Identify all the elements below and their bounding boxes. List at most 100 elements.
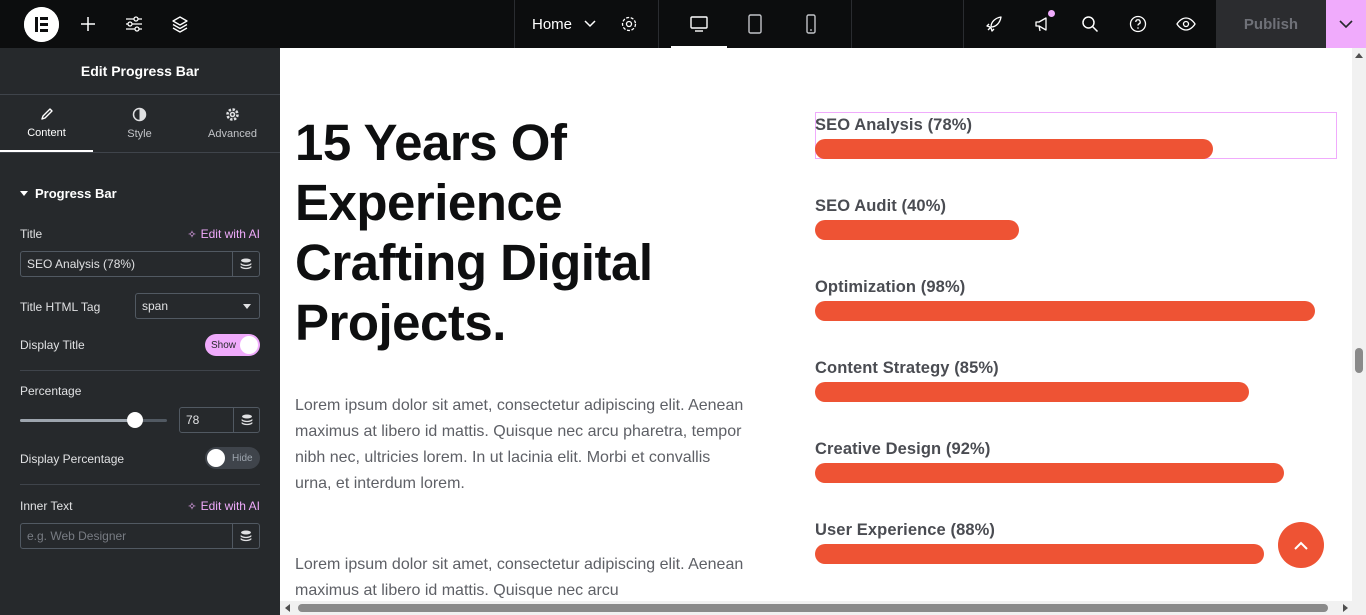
title-field (20, 251, 260, 277)
progress-bar-widget[interactable]: SEO Analysis (78%) (815, 113, 1337, 159)
percentage-slider[interactable] (20, 412, 167, 428)
database-icon (240, 530, 252, 541)
elementor-logo-icon[interactable] (24, 7, 59, 42)
tab-advanced[interactable]: Advanced (186, 95, 279, 152)
pencil-icon (40, 107, 53, 120)
page-canvas: 15 Years Of Experience Crafting Digital … (280, 48, 1352, 601)
add-icon[interactable] (76, 12, 100, 36)
title-label: Title (20, 227, 43, 241)
chevron-up-icon (1294, 541, 1308, 550)
search-icon[interactable] (1078, 12, 1102, 36)
rocket-icon[interactable] (982, 12, 1006, 36)
database-icon (240, 258, 252, 269)
chevron-down-icon (584, 20, 596, 28)
progress-bar-widget[interactable]: User Experience (88%) (815, 518, 1337, 564)
horizontal-scrollbar[interactable] (280, 601, 1366, 615)
caret-down-icon (20, 191, 28, 196)
divider (851, 0, 852, 48)
tab-style[interactable]: Style (93, 95, 186, 152)
title-edit-with-ai-link[interactable]: ✧ Edit with AI (187, 227, 260, 241)
progress-bar-widget[interactable]: SEO Audit (40%) (815, 194, 1337, 240)
settings-sliders-icon[interactable] (122, 12, 146, 36)
page-name: Home (532, 15, 573, 33)
divider (20, 484, 260, 485)
divider (963, 0, 964, 48)
divider (20, 370, 260, 371)
layers-icon[interactable] (168, 12, 192, 36)
progress-bar-track (815, 220, 1325, 240)
tab-advanced-label: Advanced (208, 128, 257, 140)
progress-bar-widget[interactable]: Creative Design (92%) (815, 437, 1337, 483)
edit-with-ai-label: Edit with AI (200, 499, 260, 513)
announcement-icon[interactable] (1030, 12, 1054, 36)
tablet-icon[interactable] (743, 12, 767, 36)
display-percentage-switch[interactable]: Hide (205, 447, 260, 469)
switch-state: Show (211, 339, 237, 351)
notification-dot (1048, 10, 1055, 17)
page-selector[interactable]: Home (532, 0, 596, 48)
gear-icon[interactable] (617, 12, 641, 36)
switch-state: Hide (232, 452, 253, 464)
progress-bar-title: Creative Design (92%) (815, 440, 991, 458)
publish-button[interactable]: Publish (1216, 0, 1326, 48)
section-progress-bar-toggle[interactable]: Progress Bar (20, 186, 117, 201)
percentage-label: Percentage (20, 384, 82, 398)
scroll-left-arrow-icon[interactable] (285, 604, 290, 612)
scroll-up-arrow-icon[interactable] (1355, 53, 1363, 58)
progress-bar-track (815, 301, 1325, 321)
desktop-icon[interactable] (687, 12, 711, 36)
progress-bar-fill (815, 220, 1019, 240)
dynamic-tags-button[interactable] (232, 524, 259, 548)
progress-bar-widget[interactable]: Optimization (98%) (815, 275, 1337, 321)
progress-bar-track (815, 544, 1325, 564)
paragraph[interactable]: Lorem ipsum dolor sit amet, consectetur … (295, 556, 744, 599)
progress-bar-track (815, 463, 1325, 483)
scrollbar-thumb[interactable] (1355, 348, 1363, 373)
progress-bar-title: Content Strategy (85%) (815, 359, 999, 377)
display-title-switch[interactable]: Show (205, 334, 260, 356)
html-tag-label: Title HTML Tag (20, 300, 101, 314)
chevron-down-icon (1339, 19, 1353, 28)
percentage-input[interactable] (180, 408, 233, 432)
percentage-number-field (179, 407, 260, 433)
ai-sparkle-icon: ✧ (187, 500, 197, 513)
progress-bar-track (815, 139, 1325, 159)
publish-options-button[interactable] (1326, 0, 1366, 48)
slider-handle[interactable] (126, 412, 143, 428)
top-bar: Home Publish (0, 0, 1366, 48)
scrollbar-thumb[interactable] (298, 604, 1328, 612)
preview-eye-icon[interactable] (1174, 12, 1198, 36)
vertical-scrollbar[interactable] (1352, 48, 1366, 601)
section-heading[interactable]: 15 Years Of Experience Crafting Digital … (295, 114, 653, 351)
inner-text-field (20, 523, 260, 549)
dynamic-tags-button[interactable] (232, 252, 259, 276)
divider (658, 0, 659, 48)
dynamic-tags-button[interactable] (233, 408, 259, 432)
panel-title: Edit Progress Bar (0, 48, 280, 95)
display-title-label: Display Title (20, 338, 85, 352)
html-tag-select[interactable]: span (135, 293, 260, 319)
progress-bar-fill (815, 301, 1315, 321)
html-tag-value: span (142, 299, 169, 313)
switch-knob (207, 449, 225, 467)
display-percentage-label: Display Percentage (20, 452, 125, 466)
progress-bar-widget[interactable]: Content Strategy (85%) (815, 356, 1337, 402)
inner-text-input[interactable] (21, 524, 232, 548)
progress-bar-title: Optimization (98%) (815, 278, 966, 296)
paragraph[interactable]: Lorem ipsum dolor sit amet, consectetur … (295, 397, 744, 492)
scroll-to-top-button[interactable] (1278, 522, 1324, 568)
progress-bar-fill (815, 139, 1213, 159)
scroll-right-arrow-icon[interactable] (1343, 604, 1348, 612)
title-input[interactable] (21, 252, 232, 276)
inner-text-label: Inner Text (20, 499, 73, 513)
section-title: Progress Bar (35, 186, 117, 201)
tab-content[interactable]: Content (0, 95, 93, 152)
ai-sparkle-icon: ✧ (187, 228, 197, 241)
help-icon[interactable] (1126, 12, 1150, 36)
tab-content-label: Content (27, 126, 66, 139)
inner-text-edit-with-ai-link[interactable]: ✧ Edit with AI (187, 499, 260, 513)
editor-panel: Edit Progress Bar Content Style Advanced… (0, 48, 280, 615)
mobile-icon[interactable] (799, 12, 823, 36)
device-desktop-active-tab (671, 0, 727, 48)
panel-tabs: Content Style Advanced (0, 95, 280, 153)
